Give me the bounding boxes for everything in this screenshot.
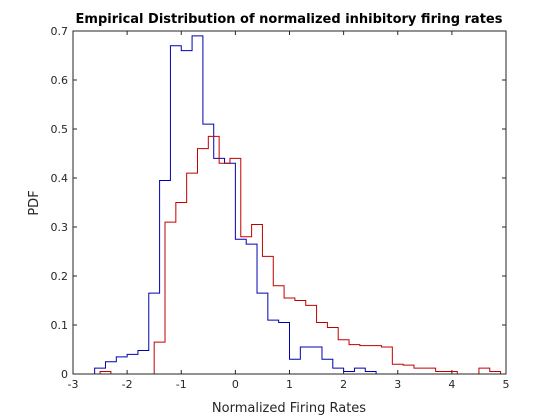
tick-labels: -3 -2 -1 0 1 2 3 4 5 0 0.1 0.2 0.3 0.4 0.5 0.6 0.7 [51,25,510,391]
x-tick-label: 0 [232,378,239,391]
x-axis-label: Normalized Firing Rates [212,401,366,416]
y-tick-label: 0.4 [51,172,69,185]
histogram-series-1 [94,35,377,374]
x-tick-label: 1 [286,378,293,391]
x-tick-label: -3 [68,378,79,391]
chart-title: Empirical Distribution of normalized inh… [76,12,503,27]
x-tick-label: -2 [122,378,133,391]
y-tick-label: 0.1 [51,319,69,332]
x-tick-label: 3 [394,378,401,391]
x-tick-label: 2 [340,378,347,391]
x-tick-label: 5 [503,378,510,391]
x-tick-label: 4 [448,378,455,391]
plot-area-box [72,30,507,375]
y-tick-label: 0 [61,368,68,381]
y-tick-label: 0.3 [51,221,69,234]
x-tick-label: -1 [176,378,187,391]
histogram-series-2 [99,135,502,375]
plot-area-background [73,31,506,374]
y-tick-label: 0.2 [51,270,69,283]
y-tick-label: 0.5 [51,123,69,136]
y-axis-label: PDF [27,190,42,215]
series-group [94,35,502,375]
y-tick-label: 0.7 [51,25,69,38]
y-tick-label: 0.6 [51,74,69,87]
